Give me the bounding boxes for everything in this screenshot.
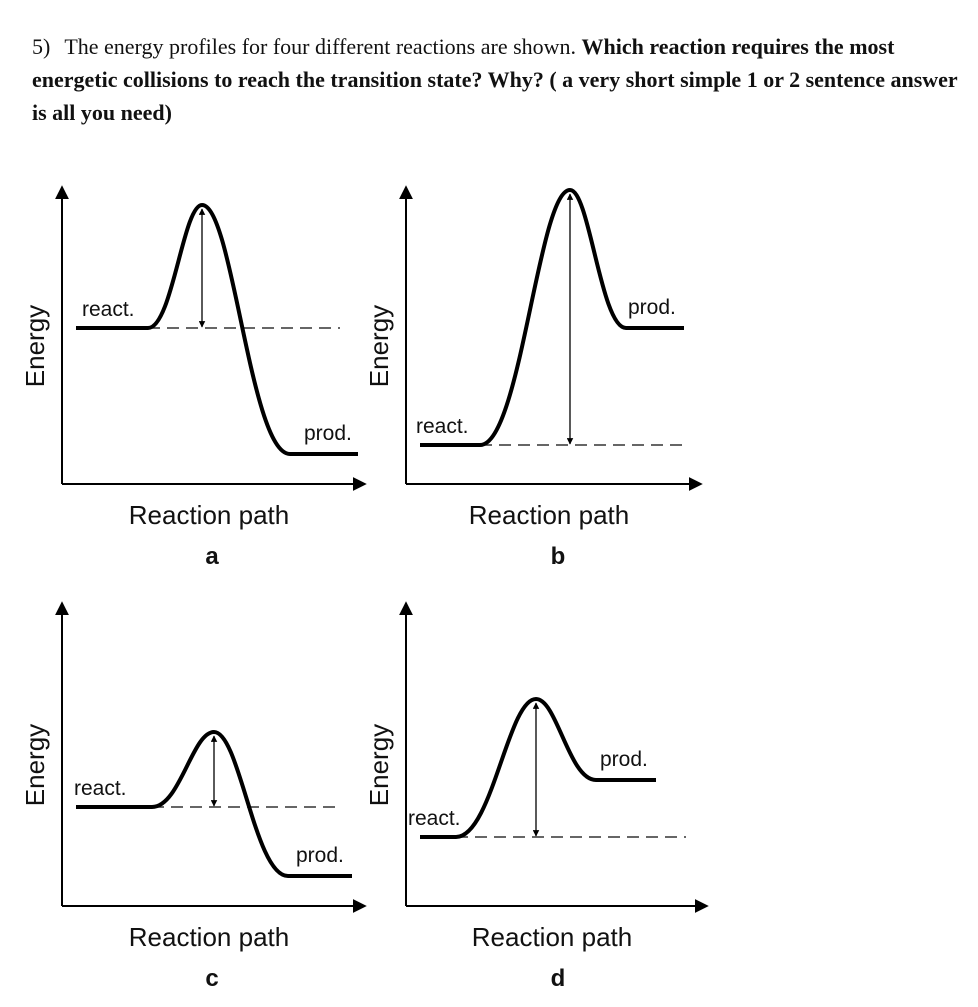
question-intro: The energy profiles for four different r… [64, 34, 577, 59]
panel-label: a [205, 543, 219, 570]
panel-c: react. prod. Reaction path c Energy [20, 601, 367, 992]
x-axis-label: Reaction path [129, 922, 289, 952]
question-prompt: Which reaction requires the most energet… [32, 34, 958, 125]
panel-b: react. prod. Reaction path b Energy [364, 185, 703, 570]
reactant-label: react. [74, 777, 127, 800]
energy-curve [76, 730, 352, 878]
x-axis-label: Reaction path [129, 500, 289, 530]
y-axis-label: Energy [364, 724, 394, 806]
energy-curve [420, 188, 684, 447]
question-text: 5) The energy profiles for four different… [32, 30, 962, 129]
question-number: 5) [32, 34, 51, 59]
reactant-label: react. [408, 807, 461, 830]
reactant-label: react. [82, 298, 135, 321]
panel-a: react. prod. Reaction path a Energy [20, 185, 367, 570]
y-axis-label: Energy [20, 305, 50, 387]
y-axis-label: Energy [364, 305, 394, 387]
product-label: prod. [628, 296, 676, 319]
product-label: prod. [296, 844, 344, 867]
panel-label: b [551, 543, 566, 570]
reactant-label: react. [416, 415, 469, 438]
product-label: prod. [600, 748, 648, 771]
x-axis-label: Reaction path [472, 922, 632, 952]
panel-d: react. prod. Reaction path d Energy [364, 601, 709, 992]
energy-curve [420, 697, 656, 839]
panel-label: c [205, 965, 218, 992]
product-label: prod. [304, 422, 352, 445]
x-axis-label: Reaction path [469, 500, 629, 530]
y-axis-label: Energy [20, 724, 50, 806]
energy-curve [76, 203, 358, 456]
panel-label: d [551, 965, 566, 992]
